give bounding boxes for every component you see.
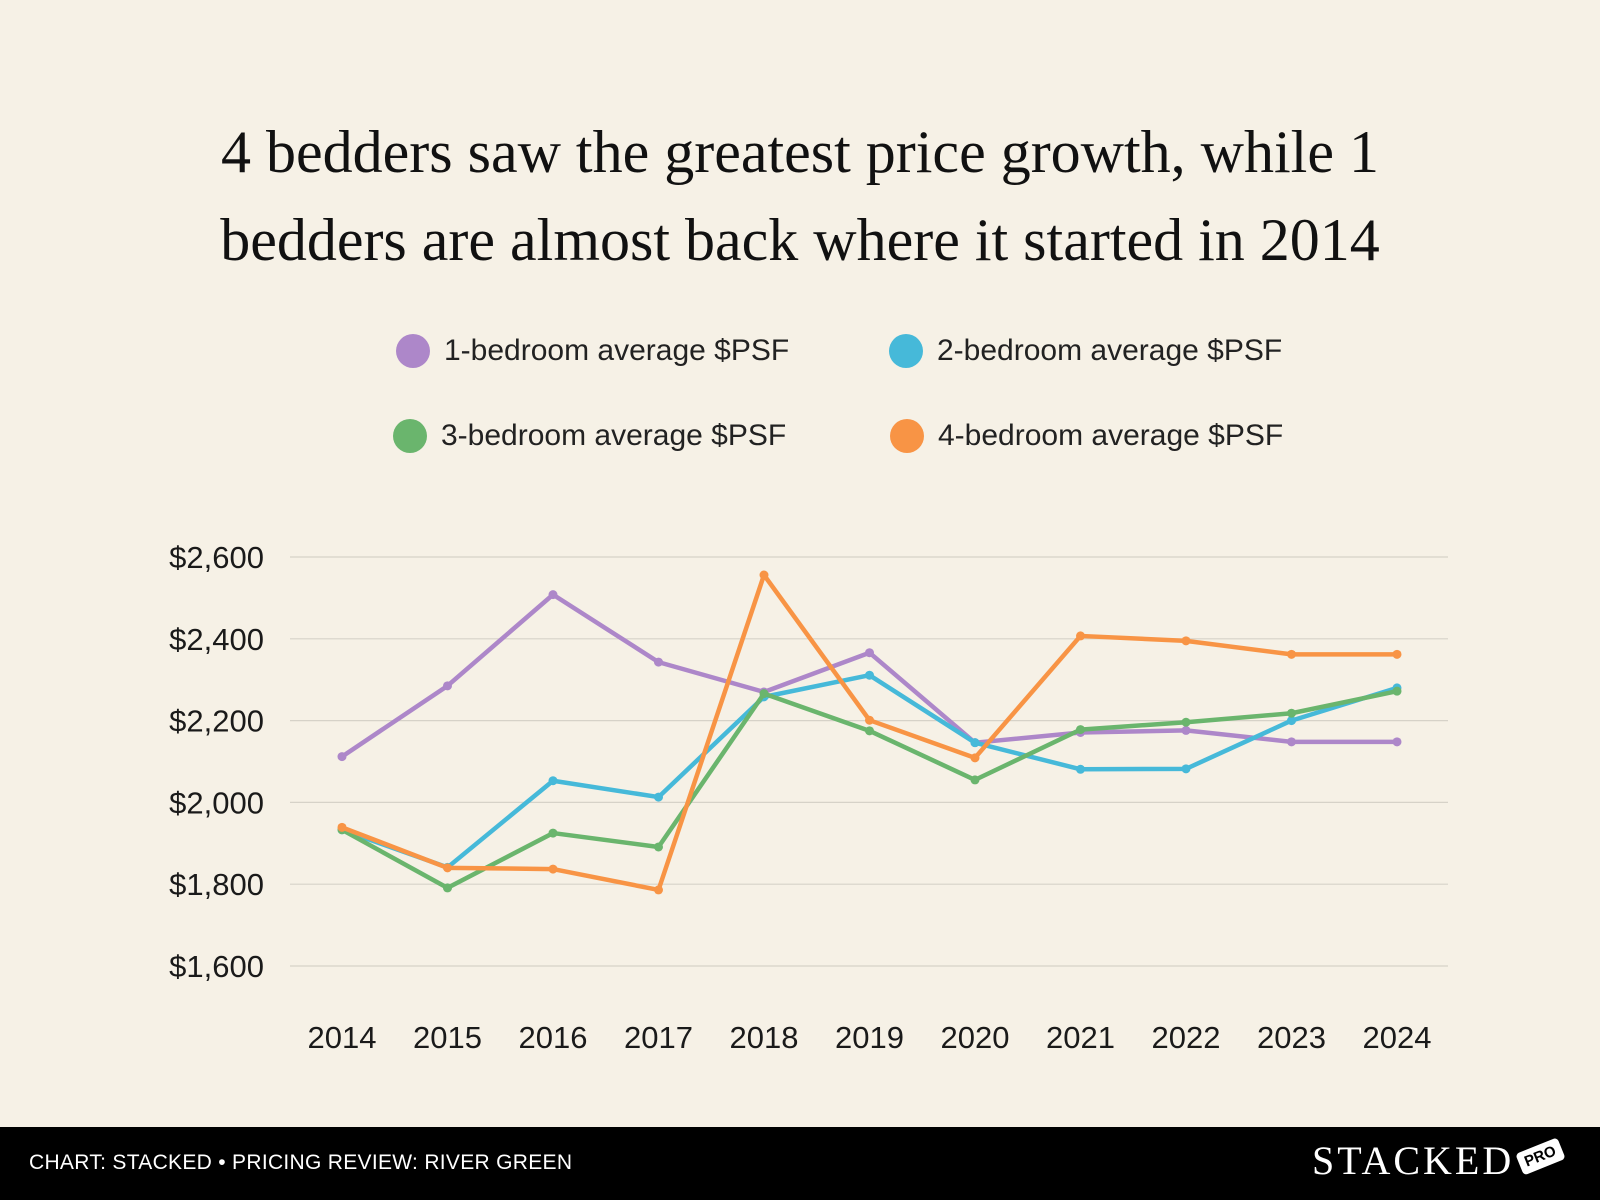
y-tick-label: $2,000: [169, 785, 264, 820]
data-point-3-bedroom: [443, 883, 452, 893]
legend-swatch-3-bedroom: [393, 419, 427, 453]
legend-label-4-bedroom: 4-bedroom average $PSF: [938, 419, 1284, 452]
data-point-3-bedroom: [1287, 708, 1296, 718]
data-point-1-bedroom: [337, 752, 347, 762]
legend-swatch-1-bedroom: [396, 334, 430, 368]
x-tick-label: 2024: [1363, 1020, 1432, 1055]
chart-title-line-1: 4 bedders saw the greatest price growth,…: [221, 119, 1379, 185]
data-point-2-bedroom: [865, 670, 874, 680]
chart-title-line-2: bedders are almost back where it started…: [220, 207, 1380, 273]
data-point-1-bedroom: [654, 657, 663, 667]
data-point-3-bedroom: [1392, 686, 1402, 696]
data-point-3-bedroom: [865, 726, 874, 736]
x-tick-label: 2019: [835, 1020, 904, 1055]
data-point-2-bedroom: [548, 776, 558, 786]
data-point-4-bedroom: [865, 715, 874, 725]
legend-item-2-bedroom[interactable]: 2-bedroom average $PSF: [889, 331, 1282, 371]
data-point-1-bedroom: [1287, 737, 1296, 747]
legend-item-1-bedroom[interactable]: 1-bedroom average $PSF: [396, 331, 789, 371]
legend-item-4-bedroom[interactable]: 4-bedroom average $PSF: [890, 416, 1283, 456]
x-tick-label: 2015: [413, 1020, 482, 1055]
data-point-1-bedroom: [548, 590, 558, 600]
x-tick-label: 2017: [624, 1020, 693, 1055]
x-tick-label: 2016: [519, 1020, 588, 1055]
data-point-3-bedroom: [970, 775, 980, 785]
data-point-2-bedroom: [1287, 716, 1296, 726]
footer-bar: CHART: STACKED • PRICING REVIEW: RIVER G…: [0, 1127, 1600, 1200]
legend-swatch-2-bedroom: [889, 334, 923, 368]
data-point-4-bedroom: [337, 822, 347, 832]
line-chart: $1,600 $1,800 $2,000 $2,200 $2,400 $2,600 2014…: [169, 540, 1448, 1055]
legend-label-3-bedroom: 3-bedroom average $PSF: [441, 419, 787, 452]
y-tick-label: $1,600: [169, 949, 264, 984]
data-point-1-bedroom: [1392, 737, 1402, 747]
x-tick-label: 2021: [1046, 1020, 1115, 1055]
series-line-2-bedroom: [339, 672, 1400, 870]
x-tick-label: 2022: [1152, 1020, 1221, 1055]
data-point-4-bedroom: [654, 885, 663, 895]
data-point-4-bedroom: [1181, 636, 1191, 646]
data-point-4-bedroom: [1392, 649, 1402, 659]
x-tick-label: 2014: [308, 1020, 377, 1055]
data-point-4-bedroom: [1287, 649, 1296, 659]
y-tick-label: $1,800: [169, 867, 264, 902]
y-tick-label: $2,400: [169, 622, 264, 657]
legend-item-3-bedroom[interactable]: 3-bedroom average $PSF: [393, 416, 786, 456]
pro-badge: PRO: [1515, 1137, 1566, 1176]
y-tick-label: $2,600: [169, 540, 264, 575]
legend-label-2-bedroom: 2-bedroom average $PSF: [937, 334, 1283, 367]
data-point-4-bedroom: [548, 864, 558, 874]
data-point-2-bedroom: [1181, 764, 1191, 774]
data-point-3-bedroom: [1076, 725, 1085, 735]
data-point-4-bedroom: [759, 570, 769, 580]
chart-title: 4 bedders saw the greatest price growth,…: [0, 108, 1600, 284]
x-tick-label: 2018: [730, 1020, 799, 1055]
data-point-3-bedroom: [1181, 717, 1191, 727]
x-tick-label: 2023: [1257, 1020, 1326, 1055]
data-point-1-bedroom: [443, 681, 452, 691]
data-point-4-bedroom: [970, 753, 980, 763]
data-point-3-bedroom: [654, 842, 663, 852]
data-point-2-bedroom: [654, 792, 663, 802]
x-tick-label: 2020: [941, 1020, 1010, 1055]
data-point-3-bedroom: [548, 828, 558, 838]
data-point-4-bedroom: [443, 863, 452, 873]
data-point-1-bedroom: [865, 648, 874, 658]
data-point-2-bedroom: [970, 738, 980, 748]
legend-swatch-4-bedroom: [890, 419, 924, 453]
data-point-3-bedroom: [759, 689, 769, 699]
data-point-4-bedroom: [1076, 631, 1085, 641]
brand-logo: STACKED: [1312, 1138, 1515, 1183]
legend-label-1-bedroom: 1-bedroom average $PSF: [444, 334, 790, 367]
data-point-2-bedroom: [1076, 764, 1085, 774]
footer-credit: CHART: STACKED • PRICING REVIEW: RIVER G…: [29, 1151, 573, 1174]
data-point-1-bedroom: [1181, 725, 1191, 735]
y-tick-label: $2,200: [169, 704, 264, 739]
